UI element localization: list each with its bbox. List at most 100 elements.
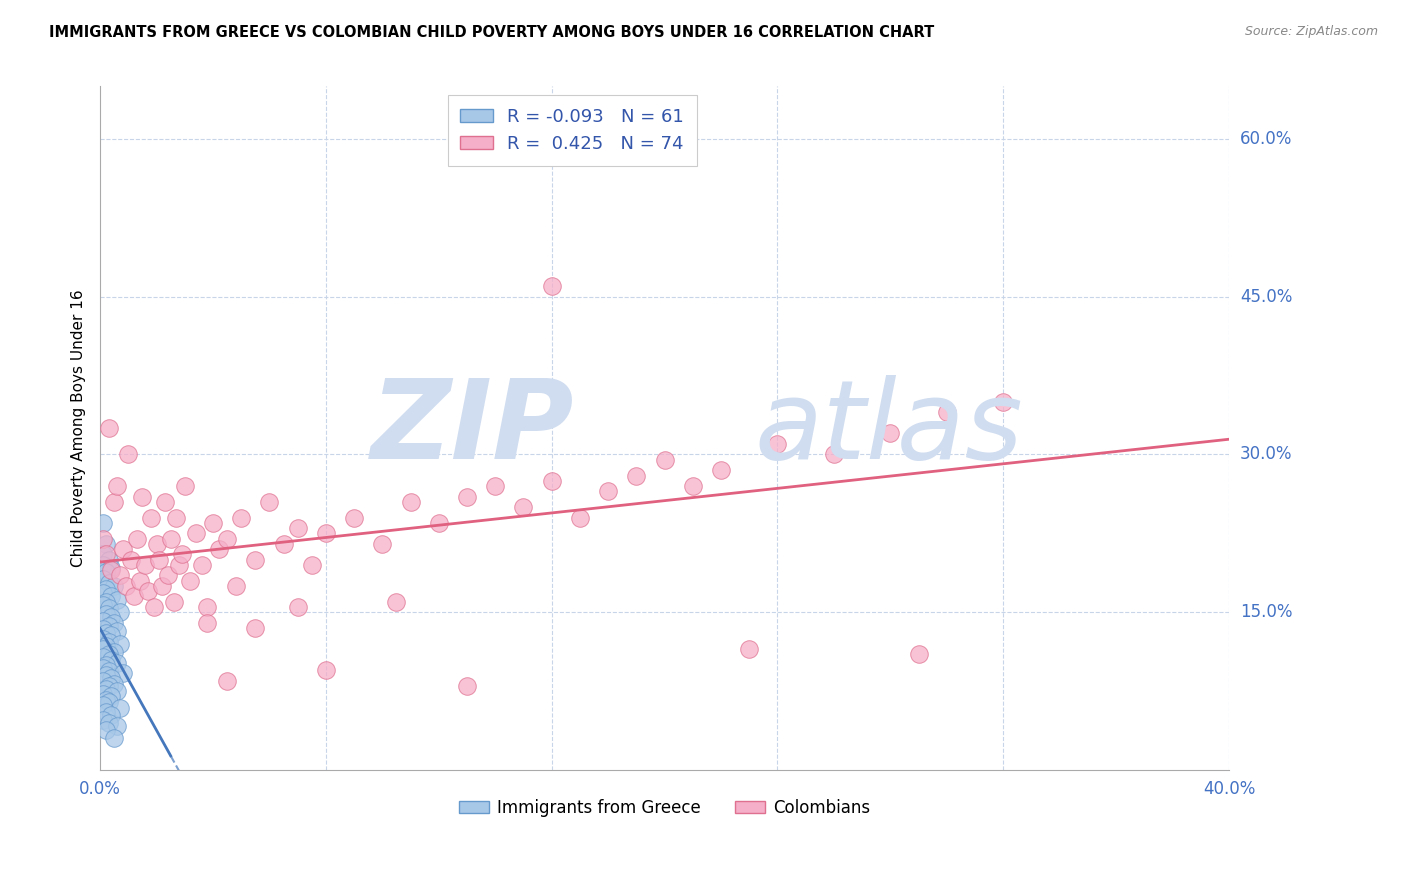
Point bbox=[97, 695, 120, 709]
Point bbox=[91, 614, 114, 628]
Point bbox=[94, 692, 117, 706]
Point bbox=[245, 552, 267, 566]
Point bbox=[97, 552, 120, 566]
Point bbox=[108, 568, 131, 582]
Point bbox=[148, 552, 170, 566]
Point bbox=[315, 663, 337, 677]
Point bbox=[94, 607, 117, 622]
Point bbox=[100, 563, 122, 577]
Point bbox=[315, 526, 337, 541]
Point bbox=[94, 582, 117, 596]
Point bbox=[259, 495, 281, 509]
Point bbox=[111, 542, 134, 557]
Point bbox=[97, 634, 120, 648]
Point bbox=[94, 626, 117, 640]
Point bbox=[100, 610, 122, 624]
Point bbox=[208, 542, 231, 557]
Point bbox=[456, 490, 478, 504]
Point bbox=[136, 584, 159, 599]
Text: ZIP: ZIP bbox=[371, 375, 574, 482]
Point bbox=[91, 572, 114, 586]
Point bbox=[343, 510, 366, 524]
Point bbox=[91, 687, 114, 701]
Point bbox=[91, 558, 114, 572]
Point bbox=[91, 532, 114, 546]
Point bbox=[91, 622, 114, 636]
Point bbox=[108, 605, 131, 619]
Point bbox=[626, 468, 648, 483]
Point bbox=[540, 279, 562, 293]
Point bbox=[935, 405, 957, 419]
Point bbox=[100, 628, 122, 642]
Point bbox=[195, 615, 218, 630]
Point bbox=[173, 479, 195, 493]
Text: 15.0%: 15.0% bbox=[1240, 603, 1292, 621]
Point bbox=[100, 672, 122, 686]
Point bbox=[97, 715, 120, 730]
Point bbox=[97, 664, 120, 678]
Point bbox=[301, 558, 323, 572]
Point bbox=[91, 586, 114, 600]
Point bbox=[94, 705, 117, 719]
Point bbox=[165, 510, 187, 524]
Point bbox=[125, 532, 148, 546]
Point bbox=[105, 656, 128, 670]
Point bbox=[128, 574, 150, 588]
Point bbox=[100, 690, 122, 704]
Point bbox=[184, 526, 207, 541]
Point bbox=[91, 548, 114, 562]
Point bbox=[103, 495, 125, 509]
Point bbox=[162, 595, 184, 609]
Point bbox=[108, 701, 131, 715]
Point bbox=[217, 673, 239, 688]
Point bbox=[105, 624, 128, 639]
Point bbox=[568, 510, 591, 524]
Point bbox=[225, 579, 247, 593]
Point bbox=[97, 679, 120, 693]
Point bbox=[100, 652, 122, 666]
Point bbox=[94, 566, 117, 580]
Point bbox=[114, 579, 136, 593]
Point bbox=[287, 521, 309, 535]
Text: IMMIGRANTS FROM GREECE VS COLOMBIAN CHILD POVERTY AMONG BOYS UNDER 16 CORRELATIO: IMMIGRANTS FROM GREECE VS COLOMBIAN CHIL… bbox=[49, 25, 935, 40]
Point bbox=[156, 568, 179, 582]
Text: 45.0%: 45.0% bbox=[1240, 288, 1292, 306]
Point bbox=[682, 479, 704, 493]
Point bbox=[120, 552, 142, 566]
Point bbox=[134, 558, 156, 572]
Point bbox=[108, 637, 131, 651]
Point bbox=[105, 684, 128, 698]
Point bbox=[766, 437, 789, 451]
Point bbox=[139, 510, 162, 524]
Point bbox=[105, 592, 128, 607]
Point bbox=[94, 723, 117, 737]
Point bbox=[103, 677, 125, 691]
Point bbox=[94, 595, 117, 609]
Text: 30.0%: 30.0% bbox=[1240, 445, 1292, 464]
Point bbox=[202, 516, 225, 530]
Point bbox=[100, 590, 122, 604]
Point bbox=[150, 579, 173, 593]
Point bbox=[91, 713, 114, 727]
Point bbox=[97, 575, 120, 590]
Point bbox=[91, 673, 114, 688]
Point bbox=[94, 668, 117, 682]
Text: atlas: atlas bbox=[755, 375, 1024, 482]
Point bbox=[100, 561, 122, 575]
Point bbox=[231, 510, 253, 524]
Y-axis label: Child Poverty Among Boys Under 16: Child Poverty Among Boys Under 16 bbox=[72, 289, 86, 567]
Point bbox=[91, 642, 114, 657]
Point bbox=[91, 598, 114, 612]
Point bbox=[103, 615, 125, 630]
Point bbox=[907, 648, 929, 662]
Point bbox=[94, 639, 117, 653]
Point bbox=[993, 395, 1015, 409]
Point bbox=[94, 681, 117, 696]
Point bbox=[105, 479, 128, 493]
Point bbox=[245, 621, 267, 635]
Point bbox=[122, 590, 145, 604]
Point bbox=[91, 661, 114, 675]
Point bbox=[512, 500, 534, 514]
Point bbox=[105, 719, 128, 733]
Point bbox=[97, 421, 120, 435]
